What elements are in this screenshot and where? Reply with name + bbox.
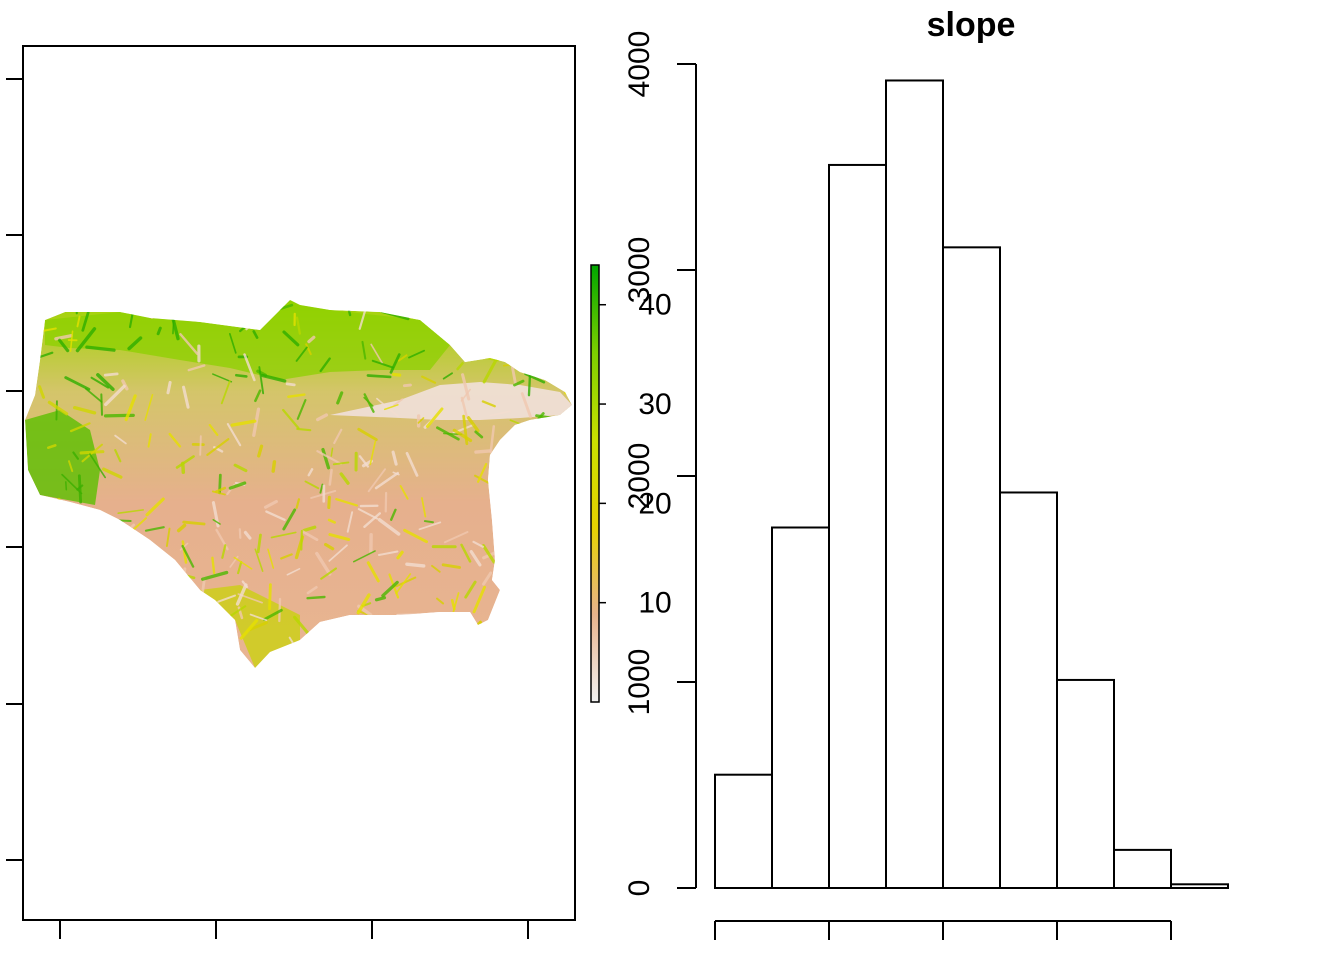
y-tick-label: 1000 bbox=[623, 649, 656, 716]
histogram-bar bbox=[942, 246, 1001, 889]
histogram-bar bbox=[1170, 883, 1229, 889]
histogram-bar bbox=[999, 491, 1058, 889]
histogram-bar bbox=[885, 79, 944, 890]
histogram-x-axis bbox=[714, 920, 1172, 940]
slope-raster bbox=[25, 300, 572, 668]
histogram-bar bbox=[771, 526, 830, 889]
histogram-bar bbox=[828, 163, 887, 889]
legend-tick-label: 30 bbox=[638, 388, 671, 421]
legend-tick-label: 10 bbox=[638, 587, 671, 620]
histogram-bar bbox=[1056, 678, 1115, 889]
y-tick-label: 0 bbox=[623, 880, 656, 897]
legend-colorbar bbox=[590, 264, 600, 703]
histogram-bar bbox=[1113, 848, 1172, 890]
y-tick-label: 2000 bbox=[623, 443, 656, 510]
y-tick-label: 4000 bbox=[623, 31, 656, 98]
histogram-bars bbox=[714, 79, 1229, 890]
histogram-panel: slope 0 1000 2000 3000 4000 bbox=[623, 6, 1229, 940]
legend-tick-label: 20 bbox=[638, 487, 671, 520]
raster-map-panel: 10 20 30 40 bbox=[6, 45, 672, 939]
histogram-title: slope bbox=[927, 6, 1016, 44]
histogram-bar bbox=[714, 773, 773, 890]
y-tick-label: 3000 bbox=[623, 237, 656, 304]
map-frame bbox=[22, 45, 576, 921]
legend-tick-labels: 10 20 30 40 bbox=[599, 289, 672, 620]
histogram-y-axis: 0 1000 2000 3000 4000 bbox=[623, 31, 697, 897]
legend-tick-label: 40 bbox=[638, 289, 671, 322]
map-axis-ticks bbox=[6, 78, 529, 939]
